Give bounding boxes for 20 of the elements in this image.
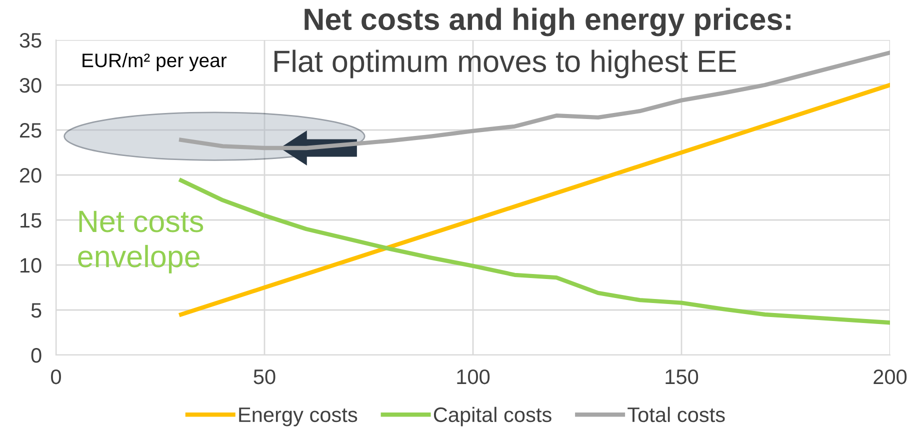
- y-tick-label: 35: [20, 33, 42, 48]
- x-tick-label: 150: [666, 369, 698, 384]
- chart-subtitle: Flat optimum moves to highest EE: [274, 50, 736, 78]
- legend-label: Capital costs: [434, 406, 552, 426]
- x-tick-label: 200: [874, 369, 907, 384]
- x-tick-label: 50: [254, 369, 276, 384]
- y-tick-label: 20: [20, 168, 42, 183]
- legend-label: Total costs: [628, 406, 725, 422]
- y-tick-label: 30: [20, 78, 42, 93]
- x-tick-label: 0: [51, 369, 61, 384]
- y-tick-label: 5: [31, 303, 42, 318]
- annotation: Net costs envelope: [78, 210, 204, 274]
- y-tick-label: 15: [20, 213, 42, 228]
- legend-label: Energy costs: [239, 408, 358, 426]
- chart-title: Net costs and high energy prices:: [304, 8, 790, 36]
- x-tick-label: 100: [457, 369, 490, 384]
- y-tick-label: 25: [20, 123, 42, 138]
- y-axis-title: EUR/m² per year: [82, 52, 227, 72]
- y-tick-label: 0: [31, 348, 42, 363]
- y-tick-label: 10: [20, 258, 42, 273]
